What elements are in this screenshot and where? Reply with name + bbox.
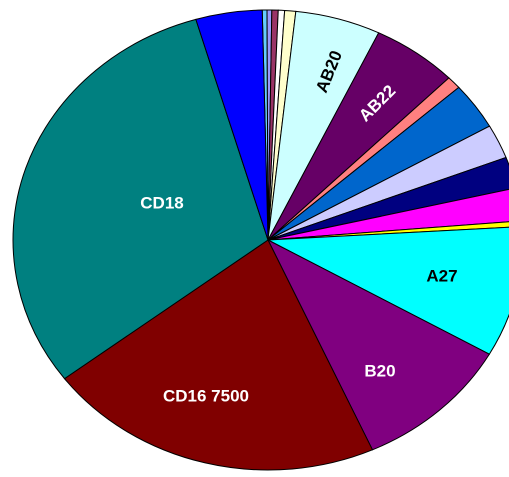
pie-slice xyxy=(63,239,374,471)
pie-slice xyxy=(266,238,491,451)
pie-slice xyxy=(267,156,509,241)
slice-label: A27 xyxy=(426,266,457,285)
slice-label: B20 xyxy=(364,361,395,380)
slice-label: CD18 xyxy=(140,193,183,212)
pie-slice xyxy=(266,226,509,355)
pie-slice xyxy=(267,188,509,241)
pie-slice xyxy=(195,9,269,241)
slice-label: CD16 7500 xyxy=(163,386,249,405)
pie-slice xyxy=(267,221,509,241)
pie-slice xyxy=(12,18,269,380)
